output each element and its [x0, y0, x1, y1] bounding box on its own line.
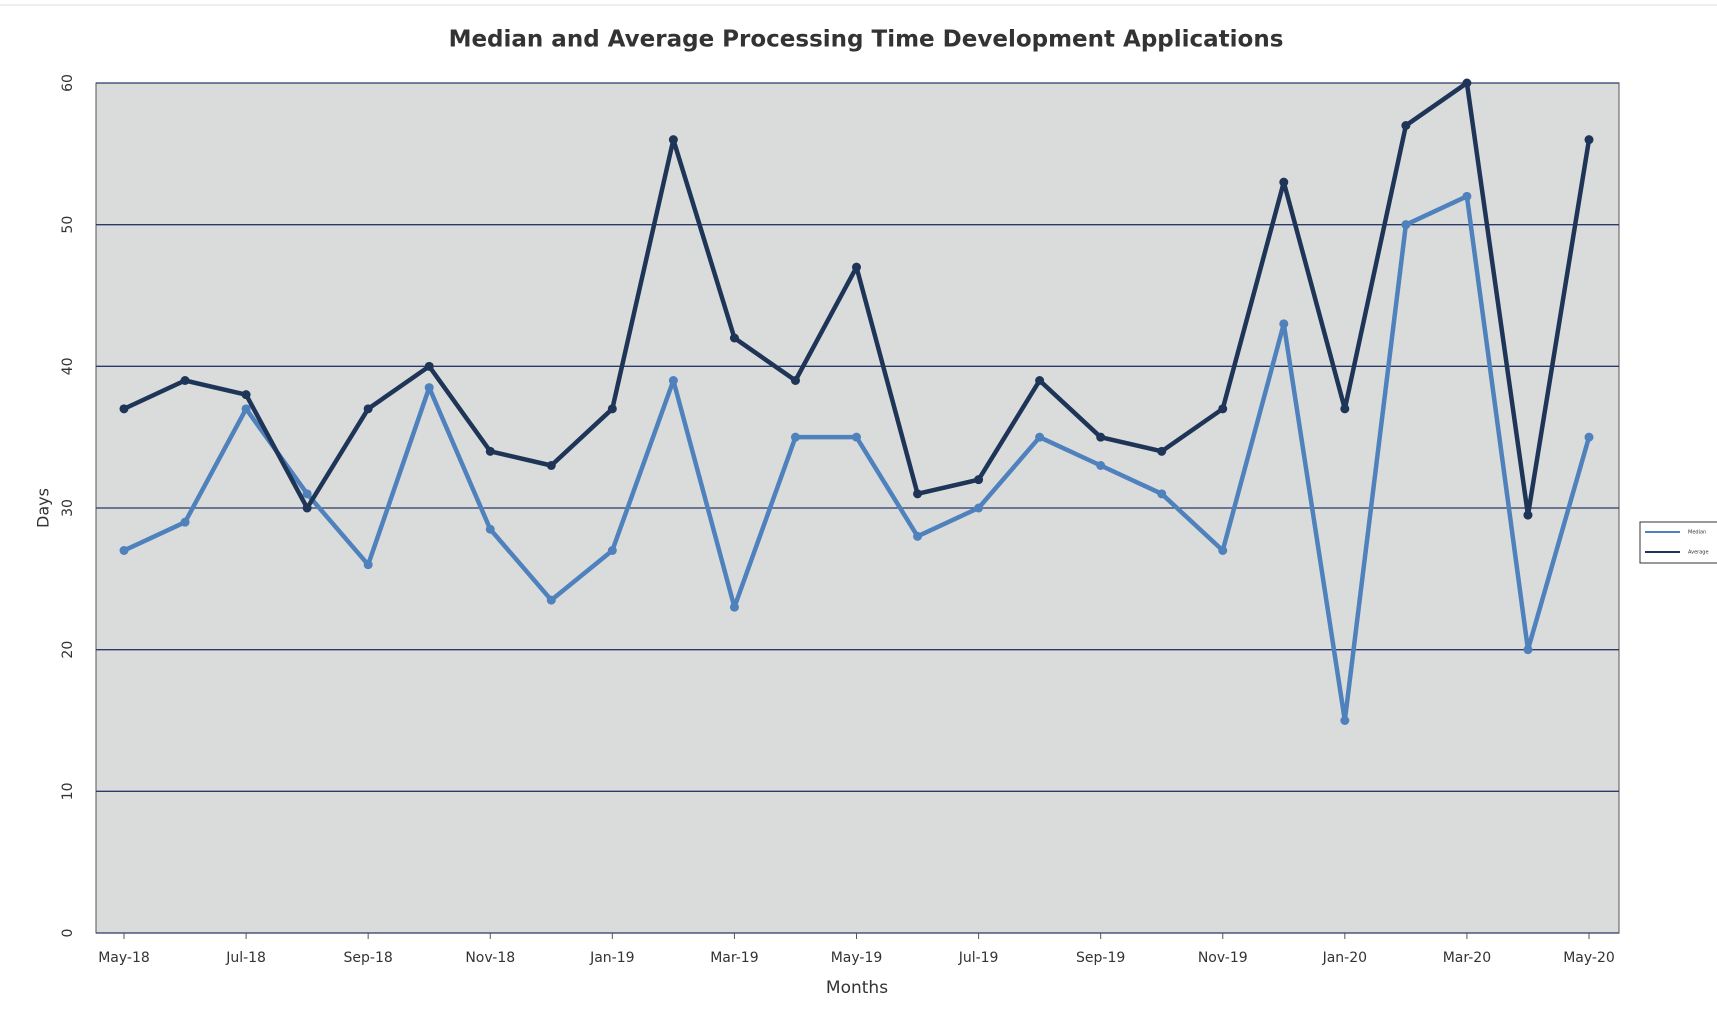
- point: [1157, 446, 1167, 456]
- point: [729, 333, 739, 343]
- x-tick-label: Jan-20: [1322, 950, 1367, 966]
- y-tick-label: 20: [60, 641, 76, 659]
- point: [424, 383, 434, 393]
- point: [1218, 546, 1228, 555]
- point: [180, 376, 190, 385]
- point: [790, 376, 800, 385]
- point: [913, 531, 923, 541]
- point: [1035, 376, 1045, 385]
- point: [1279, 177, 1289, 187]
- point: [1157, 489, 1167, 499]
- point: [1340, 404, 1350, 414]
- x-tick-label: Mar-20: [1443, 950, 1491, 966]
- y-tick-label: 30: [60, 499, 76, 517]
- point: [119, 404, 129, 414]
- point: [485, 524, 495, 534]
- point: [546, 461, 556, 470]
- point: [668, 376, 678, 385]
- point: [852, 262, 861, 272]
- point: [424, 361, 434, 371]
- point: [1401, 220, 1411, 230]
- x-tick-label: May-18: [98, 950, 150, 966]
- point: [1340, 716, 1350, 725]
- point: [1096, 432, 1106, 442]
- x-tick-label: Sep-19: [1076, 950, 1125, 966]
- x-tick-label: Jan-19: [589, 950, 634, 966]
- point: [729, 602, 739, 612]
- point: [1218, 404, 1228, 414]
- y-tick-label: 40: [60, 357, 76, 375]
- x-tick-label: Nov-18: [465, 950, 515, 966]
- y-tick-label: 0: [60, 929, 76, 938]
- y-tick-label: 60: [60, 74, 76, 92]
- point: [180, 517, 190, 527]
- point: [1096, 461, 1106, 470]
- y-axis-label: Days: [34, 488, 53, 528]
- legend-label: Average: [1688, 550, 1709, 556]
- point: [119, 546, 129, 555]
- point: [852, 432, 861, 442]
- point: [1462, 191, 1472, 201]
- x-tick-label: Jul-18: [225, 950, 266, 966]
- point: [302, 503, 312, 513]
- point: [546, 595, 556, 605]
- point: [607, 546, 617, 555]
- point: [1523, 510, 1533, 520]
- x-tick-label: Mar-19: [710, 950, 758, 966]
- x-tick-label: May-19: [831, 950, 883, 966]
- point: [1584, 432, 1594, 442]
- y-tick-label: 50: [60, 216, 76, 234]
- y-tick-label: 10: [60, 782, 76, 800]
- x-tick-label: Jul-19: [958, 950, 999, 966]
- chart-title: Median and Average Processing Time Devel…: [449, 27, 1284, 53]
- legend-label: Median: [1688, 530, 1706, 536]
- point: [1462, 78, 1472, 88]
- x-tick-label: May-20: [1563, 950, 1615, 966]
- point: [1401, 121, 1411, 130]
- point: [668, 135, 678, 145]
- point: [1584, 135, 1594, 145]
- point: [1523, 645, 1533, 655]
- point: [974, 503, 984, 513]
- point: [241, 404, 251, 414]
- point: [302, 489, 312, 499]
- point: [1035, 432, 1045, 442]
- x-axis-label: Months: [826, 978, 888, 998]
- point: [241, 390, 251, 400]
- point: [363, 404, 373, 414]
- x-tick-label: Sep-18: [344, 950, 393, 966]
- point: [607, 404, 617, 414]
- legend: [1639, 521, 1717, 564]
- point: [485, 446, 495, 456]
- point: [363, 560, 373, 570]
- point: [913, 489, 923, 499]
- point: [790, 432, 800, 442]
- point: [974, 475, 984, 485]
- point: [1279, 319, 1289, 329]
- x-tick-label: Nov-19: [1198, 950, 1248, 966]
